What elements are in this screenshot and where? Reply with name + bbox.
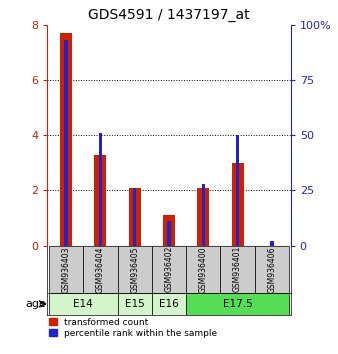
Bar (49, 246, 83, 293)
Bar (236, 135, 239, 246)
Bar (270, 241, 273, 246)
Bar (255, 246, 289, 293)
Bar (201, 184, 205, 246)
Bar (152, 293, 186, 315)
Bar (232, 163, 244, 246)
Bar (152, 246, 186, 293)
Bar (133, 188, 137, 246)
Bar (186, 246, 220, 293)
Text: GSM936400: GSM936400 (199, 246, 208, 292)
Bar (99, 133, 102, 246)
Bar (167, 221, 171, 246)
Bar (94, 154, 106, 246)
Bar (163, 215, 175, 246)
Bar (83, 246, 118, 293)
Text: GSM936403: GSM936403 (62, 246, 71, 292)
Text: E17.5: E17.5 (223, 299, 252, 309)
Bar (118, 293, 152, 315)
Bar (65, 40, 68, 246)
Text: GSM936401: GSM936401 (233, 246, 242, 292)
Text: GSM936404: GSM936404 (96, 246, 105, 292)
Text: E15: E15 (125, 299, 145, 309)
Bar (186, 293, 289, 315)
Text: GSM936402: GSM936402 (165, 246, 173, 292)
Text: age: age (25, 299, 46, 309)
Bar (49, 293, 118, 315)
Bar (220, 246, 255, 293)
Text: GSM936405: GSM936405 (130, 246, 139, 292)
Bar (129, 188, 141, 246)
Text: E14: E14 (73, 299, 93, 309)
Bar (118, 246, 152, 293)
Bar (60, 33, 72, 246)
Bar (197, 188, 209, 246)
Text: GSM936406: GSM936406 (267, 246, 276, 292)
Text: E16: E16 (159, 299, 179, 309)
Legend: transformed count, percentile rank within the sample: transformed count, percentile rank withi… (49, 318, 217, 338)
Title: GDS4591 / 1437197_at: GDS4591 / 1437197_at (88, 8, 250, 22)
